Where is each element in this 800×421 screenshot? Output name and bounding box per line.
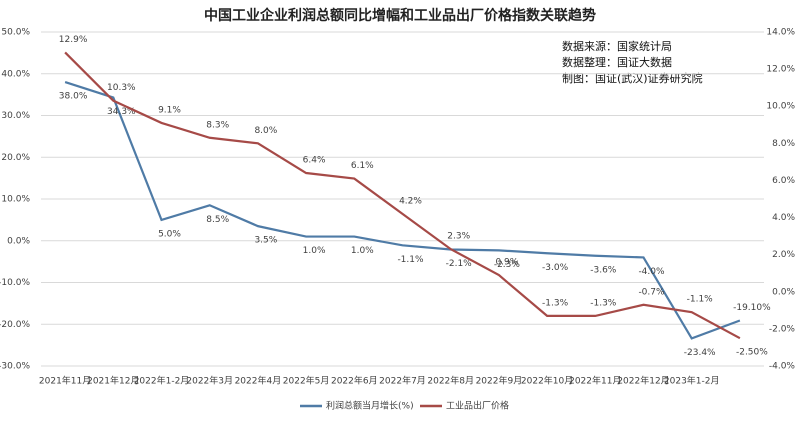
x-tick-label: 2023年1-2月 — [664, 375, 720, 387]
data-label: 3.5% — [254, 236, 277, 246]
annotation: 数据整理：国证大数据 — [562, 55, 672, 69]
data-label: 12.9% — [59, 35, 88, 45]
data-label: -3.0% — [542, 263, 569, 273]
x-tick-label: 2022年10月 — [521, 375, 573, 387]
chart-title: 中国工业企业利润总额同比增幅和工业品出厂价格指数关联趋势 — [204, 7, 596, 24]
data-label: -3.6% — [590, 265, 617, 275]
data-label: 8.3% — [206, 120, 229, 130]
series-line — [64, 51, 741, 340]
y2-tick-label: 10.0% — [766, 102, 795, 112]
data-label: 6.1% — [351, 161, 374, 171]
annotation: 制图：国证(武汉)证券研究院 — [562, 71, 703, 85]
legend-label: 工业品出厂价格 — [446, 400, 509, 412]
data-label: 6.4% — [303, 156, 326, 166]
y-tick-label: 0.0% — [7, 236, 30, 246]
data-label: 1.0% — [351, 246, 374, 256]
x-tick-label: 2022年7月 — [379, 375, 426, 387]
data-label: 34.3% — [107, 107, 136, 117]
data-label: 2.3% — [447, 232, 470, 242]
x-tick-label: 2022年12月 — [617, 375, 669, 387]
x-tick-label: 2022年6月 — [331, 375, 378, 387]
x-tick-label: 2022年8月 — [427, 375, 474, 387]
data-label: 38.0% — [59, 92, 88, 102]
y-tick-label: -20.0% — [0, 320, 30, 330]
data-label: -19.10% — [733, 303, 771, 313]
x-tick-label: 2021年12月 — [87, 375, 139, 387]
y-tick-label: 50.0% — [1, 28, 30, 38]
x-tick-label: 2022年9月 — [476, 375, 523, 387]
y2-tick-label: 14.0% — [766, 28, 795, 38]
data-label: -23.4% — [684, 348, 716, 358]
data-label: 10.3% — [107, 83, 136, 93]
x-tick-label: 2022年3月 — [186, 375, 233, 387]
data-label: 0.9% — [495, 258, 518, 268]
data-label: -1.1% — [397, 255, 424, 265]
data-label: -4.0% — [638, 267, 665, 277]
y-tick-label: 30.0% — [1, 111, 30, 121]
data-label: -0.7% — [638, 287, 665, 297]
y2-tick-label: 0.0% — [772, 287, 795, 297]
y-tick-label: -10.0% — [0, 278, 30, 288]
data-label: 4.2% — [399, 196, 422, 206]
y2-tick-label: 6.0% — [772, 176, 795, 186]
y-tick-label: -30.0% — [0, 362, 30, 372]
y2-tick-label: 8.0% — [772, 139, 795, 149]
data-label: -1.1% — [687, 295, 714, 305]
data-label: -1.3% — [542, 298, 569, 308]
data-label: -2.3% — [494, 260, 521, 270]
y2-tick-label: 2.0% — [772, 250, 795, 260]
x-tick-label: 2022年11月 — [569, 375, 621, 387]
data-label: -2.1% — [446, 259, 473, 269]
data-label: 1.0% — [303, 246, 326, 256]
data-label: -2.50% — [736, 348, 768, 358]
data-label: 5.0% — [158, 229, 181, 239]
legend-label: 利润总额当月增长(%) — [326, 400, 414, 412]
y2-tick-label: -2.0% — [769, 324, 796, 334]
x-tick-label: 2022年4月 — [235, 375, 282, 387]
data-label: 9.1% — [158, 105, 181, 115]
y2-tick-label: 12.0% — [766, 65, 795, 75]
y-tick-label: 10.0% — [1, 195, 30, 205]
x-tick-label: 2022年1-2月 — [134, 375, 190, 387]
data-label: 8.0% — [254, 126, 277, 136]
y2-tick-label: 4.0% — [772, 213, 795, 223]
x-tick-label: 2022年5月 — [283, 375, 330, 387]
y2-tick-label: -4.0% — [769, 362, 796, 372]
data-label: -1.3% — [590, 298, 617, 308]
annotation: 数据来源：国家统计局 — [562, 39, 672, 53]
data-label: 8.5% — [206, 215, 229, 225]
series-line — [64, 81, 741, 340]
y-tick-label: 20.0% — [1, 153, 30, 163]
x-tick-label: 2021年11月 — [39, 375, 91, 387]
y-tick-label: 40.0% — [1, 69, 30, 79]
